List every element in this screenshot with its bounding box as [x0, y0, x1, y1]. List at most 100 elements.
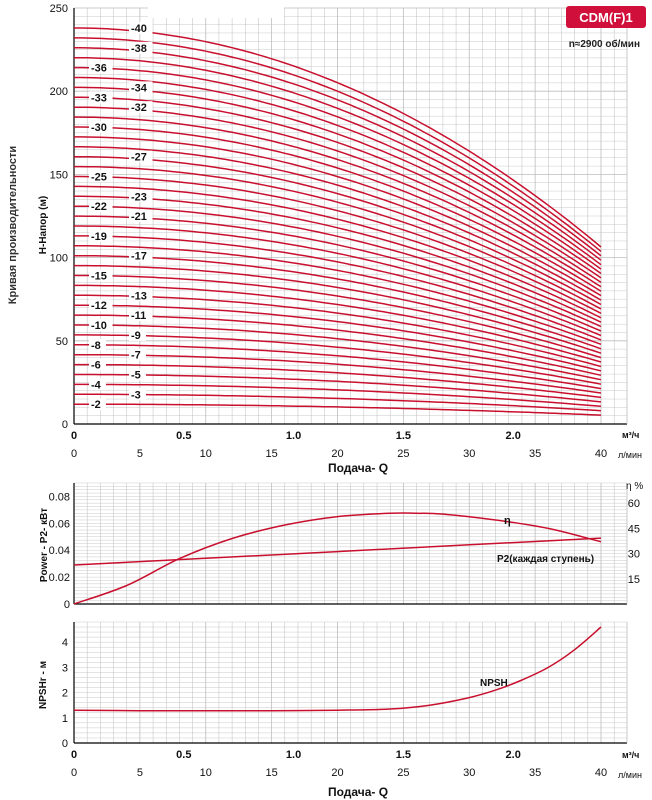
power-y2label: η %: [626, 481, 643, 492]
stage-label-bg: [129, 210, 153, 223]
stage-label-bg: [129, 249, 153, 262]
stage-label: -22: [91, 201, 107, 213]
head-curve-stage: [74, 373, 602, 403]
stage-label-bg: [89, 200, 113, 213]
stage-label: -30: [91, 122, 107, 134]
npsh-series-label: NPSH: [480, 678, 508, 689]
stage-label: -25: [91, 171, 107, 183]
head-m3h-unit: м³/ч: [622, 430, 639, 440]
stage-label-bg: [129, 348, 146, 361]
stage-label-bg: [89, 120, 113, 133]
head-curve-stage: [74, 165, 602, 310]
stage-label: -6: [91, 360, 101, 372]
head-curve-stage: [74, 205, 602, 328]
head-xtick-lmin: 15: [266, 448, 278, 460]
head-ytick: 200: [50, 86, 68, 98]
stage-label-bg: [89, 378, 106, 391]
stage-label: -34: [131, 82, 148, 94]
eta-curve: [73, 512, 602, 605]
stage-label-bg: [129, 150, 153, 163]
stage-label-bg: [129, 368, 146, 381]
stage-label: -38: [131, 43, 147, 55]
stage-label-bg: [129, 328, 146, 341]
head-xtick-lmin: 5: [137, 448, 143, 460]
stage-label: -21: [131, 211, 147, 223]
stage-label-bg: [89, 229, 113, 242]
stage-label: -11: [131, 310, 146, 322]
stage-label-bg: [89, 61, 113, 74]
eta-ytick: 60: [628, 498, 640, 510]
head-ytick: 0: [62, 419, 68, 431]
head-curve-stage: [74, 274, 602, 359]
head-xtick-lmin: 0: [71, 448, 77, 460]
head-xlabel: Подача- Q: [328, 461, 388, 475]
stage-label-bg: [89, 269, 113, 282]
stage-label: -23: [131, 191, 147, 203]
head-curve-stage: [74, 334, 602, 385]
stage-label-bg: [89, 398, 106, 411]
stage-label-bg: [129, 21, 153, 34]
head-curve-stage: [74, 294, 602, 368]
head-xtick-lmin: 30: [463, 448, 475, 460]
head-curve-stage: [74, 37, 602, 252]
npsh-xtick-lmin: 15: [266, 767, 278, 779]
npsh-xtick-m3h: 1.0: [286, 749, 301, 761]
stage-label-bg: [129, 388, 146, 401]
npsh-lmin-unit: л/мин: [618, 770, 642, 780]
p2-series-label: P2(каждая ступень): [497, 554, 594, 565]
npsh-ytick: 2: [62, 688, 68, 700]
stage-label: -10: [91, 320, 107, 332]
grid-layer: [73, 0, 628, 744]
head-curve-stage: [74, 195, 602, 323]
stage-label-bg: [89, 358, 106, 371]
stage-label-bg: [129, 190, 153, 203]
head-curve-stage: [74, 185, 602, 319]
npsh-xtick-lmin: 40: [595, 767, 607, 779]
head-xtick-lmin: 10: [200, 448, 212, 460]
head-curve-stage: [74, 314, 602, 377]
head-xtick-m3h: 0: [71, 430, 77, 442]
npsh-xtick-m3h: 0.5: [176, 749, 191, 761]
stage-label-bg: [129, 41, 153, 54]
stage-label: -7: [131, 350, 141, 362]
head-curve-stage: [74, 344, 602, 390]
npsh-curve: [73, 626, 602, 712]
npsh-xtick-lmin: 25: [397, 767, 409, 779]
stage-label: -3: [131, 389, 141, 401]
npsh-ylabel: NPSHr - м: [38, 661, 49, 709]
stage-label: -36: [91, 63, 107, 75]
stage-label: -33: [91, 92, 107, 104]
head-curve-stage: [74, 86, 602, 275]
stage-label: -40: [131, 23, 147, 35]
npsh-xtick-m3h: 1.5: [396, 749, 411, 761]
model-badge-text: CDM(F)1: [579, 10, 632, 25]
side-title: Кривая производительности: [7, 146, 19, 304]
head-xtick-lmin: 25: [397, 448, 409, 460]
head-curve-stage: [74, 47, 602, 257]
eta-ytick: 30: [628, 549, 640, 561]
stage-label: -19: [91, 231, 107, 243]
head-xtick-lmin: 20: [331, 448, 343, 460]
npsh-xtick-lmin: 10: [200, 767, 212, 779]
head-curve-stage: [74, 225, 602, 337]
npsh-m3h-unit: м³/ч: [622, 750, 639, 760]
head-curve-stage: [74, 56, 602, 261]
stage-label: -4: [91, 379, 102, 391]
head-curve-stage: [74, 353, 602, 394]
head-curve-stage: [74, 324, 602, 381]
stage-label: -8: [91, 340, 101, 352]
npsh-xlabel: Подача- Q: [328, 785, 388, 799]
head-curve-stage: [74, 136, 602, 297]
power-ytick: 0.06: [49, 518, 70, 530]
head-curve-stage: [74, 146, 602, 301]
head-curve-stage: [74, 264, 602, 354]
stage-label: -27: [131, 152, 147, 164]
model-badge: [566, 6, 646, 28]
stage-label-bg: [129, 309, 153, 322]
head-curve-stage: [74, 116, 602, 288]
head-ytick: 100: [50, 253, 68, 265]
head-xtick-lmin: 35: [529, 448, 541, 460]
head-curve-stage: [74, 175, 602, 314]
